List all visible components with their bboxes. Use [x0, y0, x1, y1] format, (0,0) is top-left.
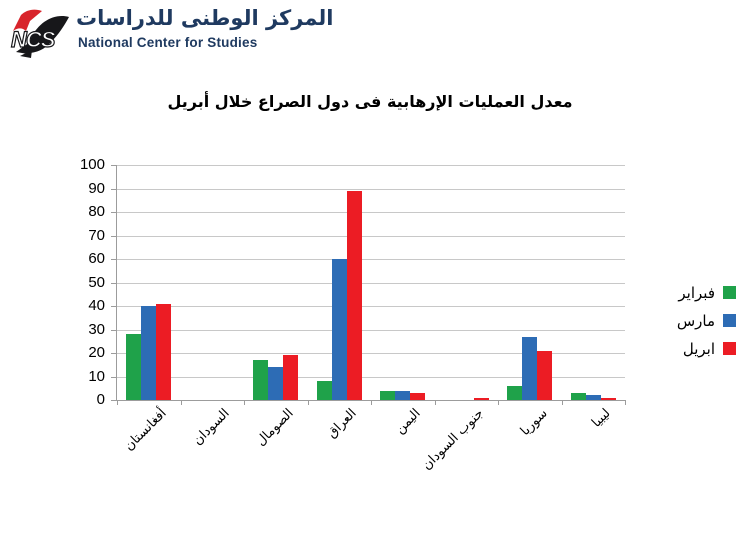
y-axis-tick-label: 0 — [96, 391, 105, 408]
legend-swatch — [723, 314, 736, 327]
bar-0-3 — [316, 381, 332, 400]
y-axis-tick — [111, 376, 117, 378]
gridline — [117, 259, 625, 260]
x-axis-tick — [244, 400, 245, 405]
logo-tail-feathers — [16, 42, 32, 58]
legend-label: فبراير — [678, 283, 715, 302]
logo-red-wing — [13, 9, 42, 31]
y-axis-line — [116, 165, 117, 401]
y-axis-tick — [111, 329, 117, 331]
bar-0-6 — [507, 385, 523, 400]
y-axis-tick — [111, 188, 117, 190]
gridline — [117, 353, 625, 354]
y-axis-tick-label: 70 — [88, 226, 105, 244]
y-axis-tick-label: 100 — [79, 156, 105, 173]
bar-2-7 — [600, 397, 616, 400]
x-axis-tick — [371, 400, 372, 405]
logo-ncs-text: NCS — [11, 27, 56, 52]
x-axis-tick — [561, 400, 563, 405]
legend-item-1: مارس — [628, 311, 736, 330]
x-axis-tick — [498, 400, 499, 405]
legend-swatch — [723, 286, 736, 299]
legend-swatch — [723, 342, 736, 355]
y-axis-tick — [111, 353, 117, 354]
y-axis-tick-label: 50 — [88, 273, 105, 291]
y-axis-tick — [111, 259, 117, 260]
bar-2-2 — [283, 355, 299, 400]
y-axis-tick-label: 80 — [88, 203, 105, 220]
bar-1-0 — [141, 306, 157, 400]
gridline — [117, 282, 625, 284]
y-axis-tick — [111, 212, 117, 213]
bar-2-3 — [346, 190, 362, 400]
y-axis-tick-label: 60 — [88, 250, 105, 267]
x-axis-line — [111, 400, 625, 401]
bar-2-0 — [156, 303, 172, 400]
bar-2-6 — [537, 350, 553, 400]
logo-black-bird — [23, 16, 69, 54]
x-axis-tick — [117, 400, 118, 405]
chart-title: معدل العمليات الإرهابية فى دول الصراع خل… — [167, 92, 573, 111]
gridline — [117, 165, 625, 166]
y-axis-tick-label: 90 — [88, 179, 105, 197]
bar-0-0 — [126, 334, 142, 400]
gridline — [117, 235, 625, 237]
bar-0-4 — [380, 390, 396, 400]
bar-2-4 — [410, 392, 426, 400]
y-axis-tick-label: 10 — [88, 367, 105, 385]
y-axis-tick — [111, 306, 117, 307]
bar-1-7 — [585, 395, 601, 400]
y-axis-tick — [111, 282, 117, 284]
brand-name-arabic: المركز الوطنى للدراسات — [76, 6, 334, 30]
y-axis-tick — [111, 165, 117, 166]
gridline — [117, 329, 625, 331]
y-axis-tick-label: 20 — [88, 344, 105, 361]
legend-item-2: ابريل — [628, 339, 736, 358]
y-axis-tick-label: 30 — [88, 320, 105, 338]
bar-1-6 — [522, 336, 538, 400]
gridline — [117, 376, 625, 378]
x-axis-tick — [625, 400, 626, 405]
y-axis-tick — [111, 235, 117, 237]
gridline — [117, 306, 625, 307]
y-axis-tick-label: 40 — [88, 297, 105, 314]
bar-1-4 — [395, 390, 411, 400]
bar-1-3 — [331, 259, 347, 400]
gridline — [117, 212, 625, 213]
legend-item-0: فبراير — [628, 283, 736, 302]
x-axis-tick — [434, 400, 436, 405]
ncs-falcon-logo: NCS — [10, 9, 69, 58]
bar-2-5 — [473, 397, 489, 400]
gridline — [117, 188, 625, 190]
chart-legend: فبراير مارس ابريل — [628, 283, 736, 367]
legend-label: ابريل — [682, 339, 715, 358]
bar-0-2 — [253, 360, 269, 400]
bar-0-7 — [570, 392, 586, 400]
bar-1-2 — [268, 367, 284, 400]
x-axis-tick — [307, 400, 309, 405]
x-axis-tick — [180, 400, 182, 405]
legend-label: مارس — [676, 311, 715, 330]
brand-name-english: National Center for Studies — [78, 35, 258, 50]
